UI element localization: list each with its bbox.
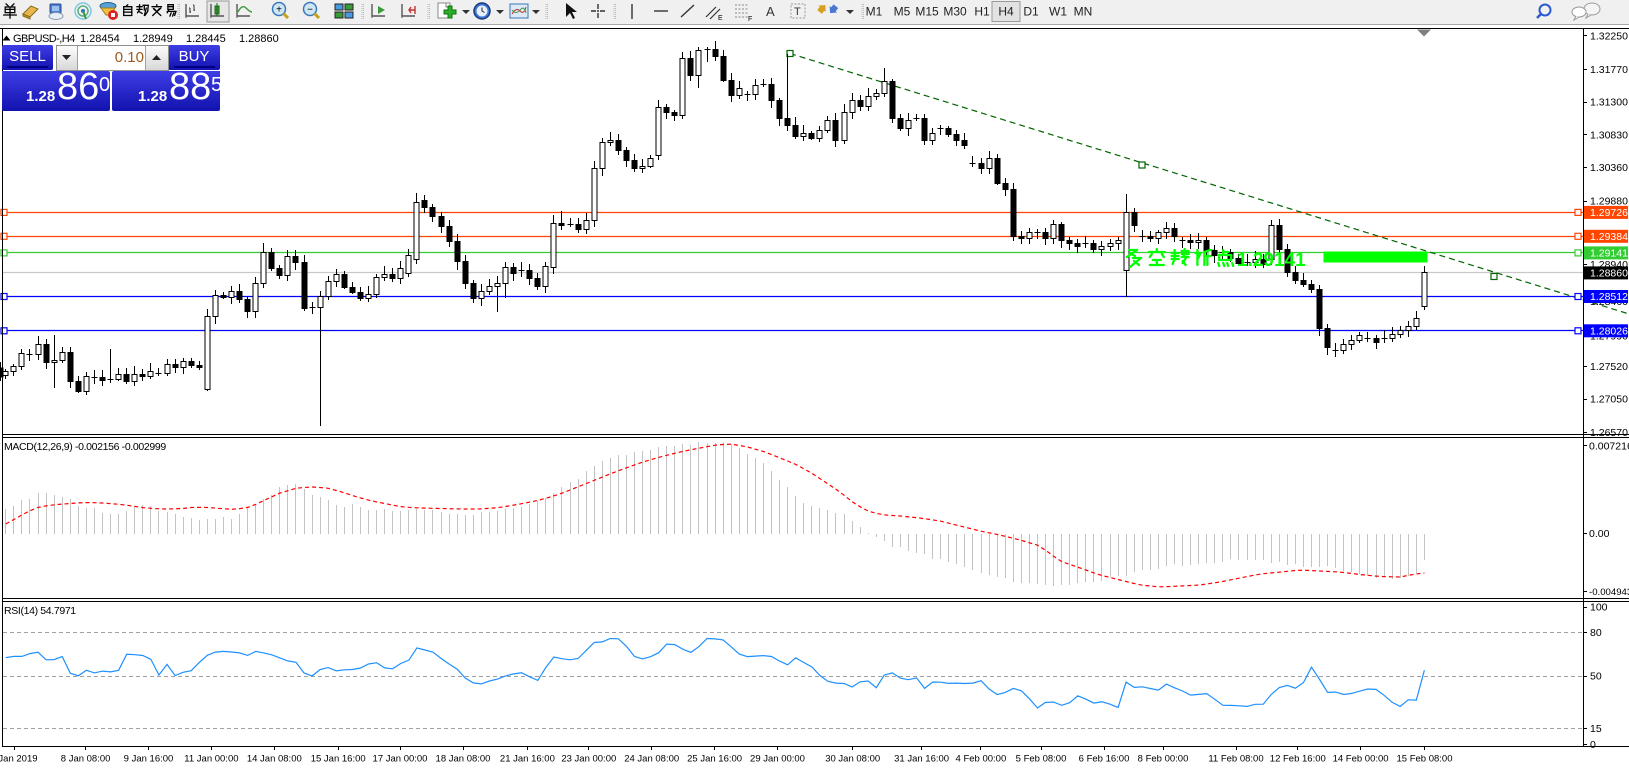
svg-text:H1: H1 [974,5,990,19]
svg-text:15: 15 [1590,723,1602,735]
svg-text:1.29141: 1.29141 [1590,247,1628,259]
svg-text:15 Feb 08:00: 15 Feb 08:00 [1397,754,1453,765]
svg-text:M15: M15 [915,5,939,19]
svg-text:23 Jan 00:00: 23 Jan 00:00 [561,754,616,765]
svg-text:1.28860: 1.28860 [239,33,279,45]
svg-text:5 Feb 08:00: 5 Feb 08:00 [1016,754,1067,765]
svg-text:1.29726: 1.29726 [1590,207,1628,219]
svg-text:1.27050: 1.27050 [1590,394,1628,406]
svg-text:6 Feb 16:00: 6 Feb 16:00 [1079,754,1130,765]
svg-text:1.28512: 1.28512 [1590,291,1628,303]
svg-text:1.29141: 1.29141 [1237,250,1306,271]
svg-text:1.28949: 1.28949 [133,33,173,45]
svg-text:25 Jan 16:00: 25 Jan 16:00 [687,754,742,765]
svg-text:1.28860: 1.28860 [1590,267,1628,279]
svg-text:0.007216: 0.007216 [1589,440,1629,452]
svg-text:M30: M30 [943,5,967,19]
svg-text:15 Jan 16:00: 15 Jan 16:00 [311,754,366,765]
svg-text:29 Jan 00:00: 29 Jan 00:00 [750,754,805,765]
svg-text:11 Feb 08:00: 11 Feb 08:00 [1208,754,1263,765]
svg-text:0.00: 0.00 [1589,528,1610,540]
svg-text:1.29384: 1.29384 [1590,231,1628,243]
svg-text:D1: D1 [1023,5,1039,19]
svg-text:100: 100 [1590,602,1608,614]
svg-text:F: F [748,16,752,23]
svg-text:1.31770: 1.31770 [1590,64,1628,76]
svg-text:17 Jan 00:00: 17 Jan 00:00 [373,754,428,765]
svg-text:GBPUSD-,H4: GBPUSD-,H4 [13,33,75,45]
svg-text:24 Jan 08:00: 24 Jan 08:00 [624,754,679,765]
svg-text:RSI(14) 54.7971: RSI(14) 54.7971 [4,605,76,617]
svg-text:A: A [766,4,775,19]
svg-text:M1: M1 [866,5,883,19]
svg-text:W1: W1 [1049,5,1067,19]
svg-text:-0.004943: -0.004943 [1589,587,1629,598]
svg-text:MN: MN [1074,5,1093,19]
svg-text:+: + [276,5,282,16]
svg-text:1.27520: 1.27520 [1590,361,1628,373]
svg-text:1.28026: 1.28026 [1590,325,1628,337]
svg-text:7 Jan 2019: 7 Jan 2019 [0,754,38,765]
svg-text:21 Jan 16:00: 21 Jan 16:00 [500,754,555,765]
svg-text:30 Jan 08:00: 30 Jan 08:00 [825,754,880,765]
svg-text:1.30360: 1.30360 [1590,162,1628,174]
svg-text:12 Feb 16:00: 12 Feb 16:00 [1270,754,1326,765]
svg-text:8 Jan 08:00: 8 Jan 08:00 [61,754,111,765]
svg-text:14 Jan 08:00: 14 Jan 08:00 [247,754,302,765]
svg-text:−: − [307,5,313,16]
svg-text:M5: M5 [894,5,911,19]
svg-text:14 Feb 00:00: 14 Feb 00:00 [1333,754,1389,765]
svg-text:50: 50 [1590,671,1602,683]
svg-text:MACD(12,26,9) -0.002156 -0.002: MACD(12,26,9) -0.002156 -0.002999 [4,441,166,453]
svg-text:0: 0 [1590,739,1596,751]
svg-text:T: T [794,6,801,18]
svg-text:1.28445: 1.28445 [186,33,226,45]
svg-text:8 Feb 00:00: 8 Feb 00:00 [1138,754,1189,765]
svg-text:4 Feb 00:00: 4 Feb 00:00 [956,754,1007,765]
svg-text:H4: H4 [998,5,1014,19]
svg-text:9 Jan 16:00: 9 Jan 16:00 [124,754,174,765]
svg-text:1.31300: 1.31300 [1590,97,1628,109]
svg-text:1.30830: 1.30830 [1590,129,1628,141]
svg-text:80: 80 [1590,627,1602,639]
svg-text:31 Jan 16:00: 31 Jan 16:00 [894,754,949,765]
svg-text:1.28454: 1.28454 [80,33,120,45]
svg-text:1.26570: 1.26570 [1590,427,1628,439]
svg-text:18 Jan 08:00: 18 Jan 08:00 [436,754,491,765]
svg-text:E: E [718,15,723,22]
svg-text:1.32250: 1.32250 [1590,30,1628,42]
svg-text:11 Jan 00:00: 11 Jan 00:00 [184,754,238,765]
svg-text:1.29880: 1.29880 [1590,196,1628,208]
